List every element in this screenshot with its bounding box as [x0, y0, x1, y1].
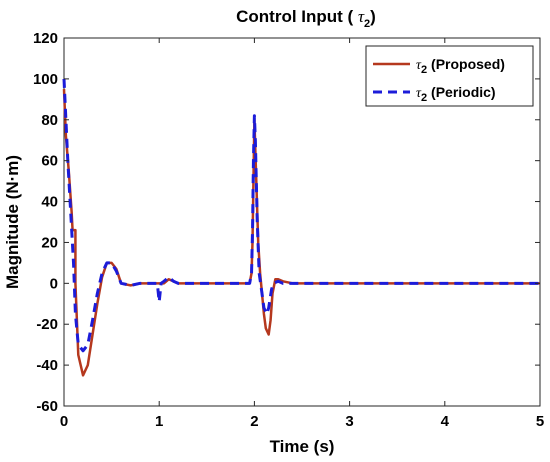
series-layer — [62, 78, 540, 377]
legend-box — [365, 45, 534, 107]
chart-title: Control Input ( τ2) — [236, 7, 376, 30]
x-tick-label-4: 4 — [441, 413, 450, 430]
legend-label-periodic: τ2 (Periodic) — [416, 84, 496, 104]
y-tick-label-0: -60 — [36, 398, 58, 415]
y-tick-label-5: 40 — [41, 194, 58, 211]
plot-area — [63, 37, 541, 407]
y-tick-label-4: 20 — [41, 234, 58, 251]
y-tick-label-3: 0 — [50, 275, 58, 292]
y-tick-label-1: -40 — [36, 357, 58, 374]
x-axis-label: Time (s) — [270, 437, 335, 456]
legend: τ2 (Proposed) τ2 (Periodic) — [365, 45, 534, 107]
x-tick-label-5: 5 — [536, 413, 544, 430]
y-axis-ticks: -60 -40 -20 0 20 40 60 80 100 120 — [33, 30, 540, 415]
x-axis-ticks: 0 1 2 3 4 5 — [60, 38, 544, 430]
x-tick-label-2: 2 — [250, 413, 258, 430]
y-axis-label: Magnitude (N·m) — [3, 155, 22, 289]
y-tick-label-2: -20 — [36, 316, 58, 333]
y-tick-label-6: 60 — [41, 153, 58, 170]
x-tick-label-1: 1 — [155, 413, 163, 430]
y-tick-label-7: 80 — [41, 112, 58, 129]
y-tick-label-9: 120 — [33, 30, 58, 47]
x-tick-label-3: 3 — [345, 413, 353, 430]
x-tick-label-0: 0 — [60, 413, 68, 430]
series-line-periodic — [62, 78, 540, 353]
y-tick-label-8: 100 — [33, 71, 58, 88]
legend-label-proposed: τ2 (Proposed) — [416, 56, 505, 76]
